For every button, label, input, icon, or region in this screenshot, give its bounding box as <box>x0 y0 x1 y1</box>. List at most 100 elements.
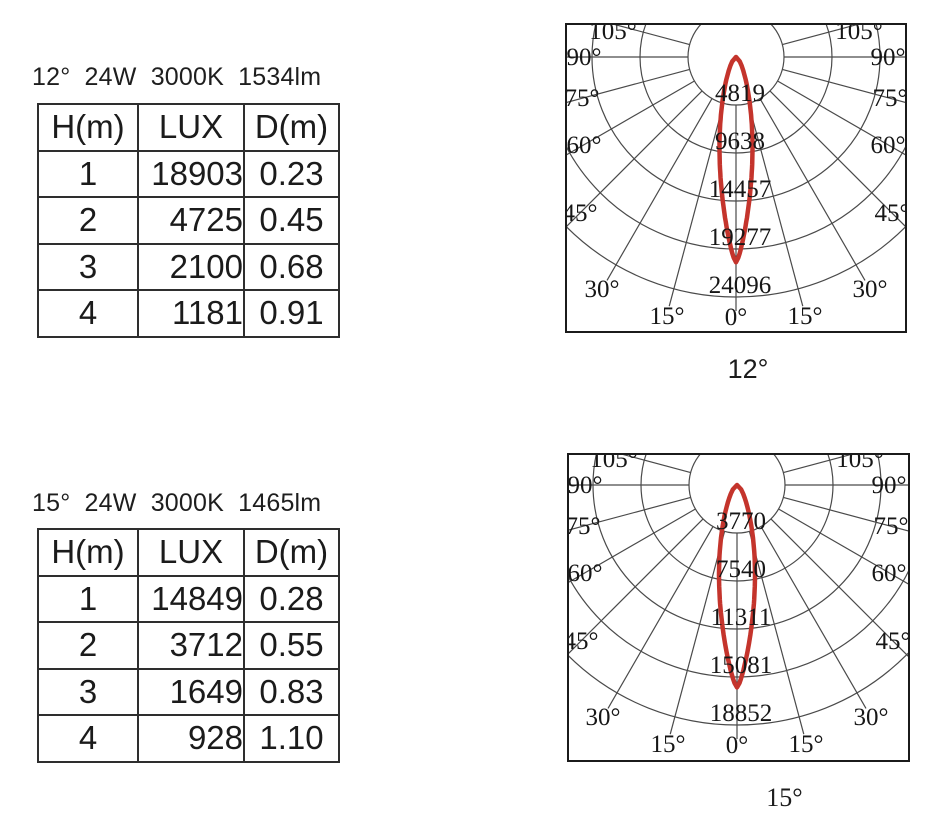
angle-label: 0° <box>726 732 749 759</box>
angle-label: 105° <box>836 453 884 473</box>
col-header-lux: LUX <box>137 103 245 152</box>
angle-label: 60° <box>568 560 603 587</box>
angle-label: 15° <box>650 303 685 330</box>
angle-gridline <box>759 98 866 281</box>
angle-gridline <box>567 496 691 532</box>
ring-value-label: 3770 <box>716 508 766 535</box>
table-row: 3 1649 0.83 <box>37 667 340 716</box>
table-row: 1 14849 0.28 <box>37 574 340 623</box>
h-value: 3 <box>37 242 139 291</box>
ring-value-label: 24096 <box>709 272 772 299</box>
ring-value-label: 15081 <box>710 652 773 679</box>
table-row: 2 3712 0.55 <box>37 621 340 670</box>
angle-gridline <box>747 103 804 307</box>
ring-value-label: 19277 <box>709 224 772 251</box>
polar-diagram-15deg: 3770 7540 11311 15081 18852 0° 15° 15° 30° 30° 45°… <box>567 453 910 762</box>
polar-diagram-12deg: 4819 9638 14457 19277 24096 0° 15° 15° 30° 30° 45°… <box>565 23 907 333</box>
angle-gridline <box>565 68 690 104</box>
d-value: 0.55 <box>243 621 340 670</box>
angle-gridline <box>770 518 910 659</box>
angle-label: 60° <box>567 132 602 159</box>
chart-border <box>567 453 910 762</box>
angle-gridline <box>565 90 703 229</box>
table-row: 3 2100 0.68 <box>37 242 340 291</box>
angle-label: 75° <box>873 85 908 112</box>
table-header-row: H(m) LUX D(m) <box>37 103 340 152</box>
lux-value: 928 <box>137 714 245 763</box>
table-header-row: H(m) LUX D(m) <box>37 528 340 577</box>
angle-label: 60° <box>872 560 907 587</box>
beam-curve <box>717 54 755 265</box>
angle-label: 45° <box>567 628 599 655</box>
angle-label: 90° <box>568 472 603 499</box>
lux-value: 2100 <box>137 242 245 291</box>
angle-gridline <box>606 98 713 281</box>
angle-gridline <box>778 508 910 586</box>
d-value: 0.28 <box>243 574 340 623</box>
col-header-d: D(m) <box>243 103 340 152</box>
lux-value: 1649 <box>137 667 245 716</box>
angle-gridline <box>565 80 695 157</box>
beam-curve <box>716 482 758 690</box>
lux-value: 3712 <box>137 621 245 670</box>
col-header-d: D(m) <box>243 528 340 577</box>
angle-gridline <box>760 526 867 709</box>
angle-label: 90° <box>871 44 906 71</box>
spec-title-12deg: 12° 24W 3000K 1534lm <box>32 63 322 91</box>
table-row: 1 18903 0.23 <box>37 149 340 198</box>
angle-label: 90° <box>872 472 907 499</box>
col-header-lux: LUX <box>137 528 245 577</box>
angle-label: 75° <box>567 513 601 540</box>
lux-table-12deg: H(m) LUX D(m) 1 18903 0.23 2 4725 0.45 3… <box>37 103 340 338</box>
ring-value-label: 9638 <box>715 128 765 155</box>
angle-gridline <box>669 531 726 735</box>
ring-value-label: 7540 <box>716 556 766 583</box>
angle-label: 45° <box>875 200 908 227</box>
angle-label: 105° <box>590 453 638 473</box>
lux-value: 14849 <box>137 574 245 623</box>
angle-label: 15° <box>651 731 686 758</box>
d-value: 0.23 <box>243 149 340 198</box>
h-value: 4 <box>37 289 139 338</box>
h-value: 2 <box>37 621 139 670</box>
angle-label: 60° <box>871 132 906 159</box>
polar-caption-12deg: 12° <box>727 354 769 384</box>
angle-label: 0° <box>725 304 748 331</box>
angle-label: 75° <box>565 85 600 112</box>
angle-label: 105° <box>835 23 883 45</box>
angle-label: 15° <box>789 731 824 758</box>
ring-value-label: 14457 <box>709 176 772 203</box>
angle-label: 30° <box>585 276 620 303</box>
table-row: 4 1181 0.91 <box>37 289 340 338</box>
angle-gridline <box>782 68 907 104</box>
angle-label: 90° <box>567 44 602 71</box>
col-header-h: H(m) <box>37 103 139 152</box>
lux-value: 18903 <box>137 149 245 198</box>
angle-gridline <box>769 90 907 229</box>
ring-value-label: 18852 <box>710 700 773 727</box>
d-value: 0.83 <box>243 667 340 716</box>
angle-label: 75° <box>874 513 909 540</box>
lux-value: 4725 <box>137 196 245 245</box>
table-row: 2 4725 0.45 <box>37 196 340 245</box>
d-value: 1.10 <box>243 714 340 763</box>
lux-table-15deg: H(m) LUX D(m) 1 14849 0.28 2 3712 0.55 3… <box>37 528 340 763</box>
h-value: 1 <box>37 574 139 623</box>
angle-gridline <box>748 531 805 735</box>
angle-label: 105° <box>589 23 637 45</box>
angle-label: 15° <box>788 303 823 330</box>
polar-caption-15deg: 15° <box>766 783 803 812</box>
h-value: 2 <box>37 196 139 245</box>
ring-value-label: 11311 <box>711 604 772 631</box>
angle-gridline <box>567 518 704 656</box>
angle-gridline <box>777 80 907 157</box>
chart-border <box>565 23 907 333</box>
spec-title-15deg: 15° 24W 3000K 1465lm <box>32 489 322 517</box>
angle-gridline <box>607 526 714 709</box>
angle-label: 45° <box>876 628 911 655</box>
angle-label: 30° <box>854 704 889 731</box>
h-value: 1 <box>37 149 139 198</box>
angle-gridline <box>783 496 910 532</box>
d-value: 0.68 <box>243 242 340 291</box>
d-value: 0.45 <box>243 196 340 245</box>
